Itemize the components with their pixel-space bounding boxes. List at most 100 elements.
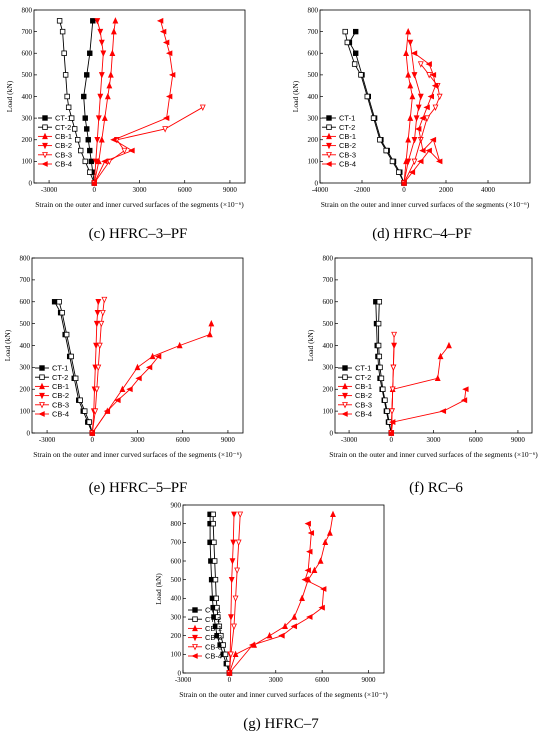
legend-marker [42,124,48,130]
data-point [98,39,105,47]
x-axis-label: Strain on the outer and inner curved sur… [321,200,530,209]
x-axis-label: Strain on the outer and inner curved sur… [179,690,388,699]
data-point [266,632,273,639]
panel-caption: (e) HFRC–5–PF [89,480,188,496]
data-point [383,147,389,154]
data-point [425,61,432,67]
data-point [215,614,221,620]
series-line [93,20,104,184]
data-point [322,538,329,546]
data-point [106,82,113,89]
data-point [220,642,226,648]
data-point [51,299,58,305]
x-tick-label: -2000 [354,186,371,194]
legend-marker [326,132,332,140]
data-point [344,39,350,46]
data-point [391,331,398,339]
data-point [351,61,358,67]
series-cb-4 [225,520,327,676]
legend-label: CT-2 [52,373,68,382]
data-point [417,158,424,165]
series-line [390,389,467,434]
x-tick-label: -3000 [41,186,58,194]
y-tick-label: 400 [171,595,182,603]
legend-marker [39,365,45,371]
data-point [110,136,117,143]
data-point [99,309,106,317]
data-point [403,49,410,56]
y-tick-label: 600 [171,557,182,565]
data-point [210,511,216,518]
data-point [232,595,239,602]
data-point [407,39,414,47]
data-point [222,651,229,658]
series-line [229,523,325,674]
series-line [93,106,204,184]
y-axis-label: Load (kN) [306,329,315,361]
data-point [149,352,156,360]
x-tick-label: 3000 [133,186,148,194]
data-point [208,319,215,327]
x-tick-label: 9000 [362,676,377,684]
data-point [434,374,441,382]
y-tick-label: 100 [22,158,33,166]
y-tick-label: 400 [22,93,33,101]
data-point [97,93,104,101]
data-point [84,72,90,78]
legend-marker [342,402,348,409]
data-point [93,342,99,350]
series-cb-4 [400,50,443,186]
data-point [409,92,416,100]
data-point [389,158,396,165]
data-point [213,595,219,602]
legend-marker [192,616,198,622]
legend-label: CB-3 [339,150,356,159]
data-point [419,147,426,154]
panel-caption: (c) HFRC–3–PF [89,226,188,242]
data-point [436,93,443,101]
data-point [415,104,422,111]
data-point [364,93,370,100]
data-point [415,126,422,132]
data-point [411,137,418,144]
data-point [100,50,107,57]
legend-label: CB-4 [55,160,72,169]
data-point [86,419,92,425]
data-point [291,613,298,620]
legend-label: CB-1 [52,382,69,391]
panel-caption: (f) RC–6 [409,480,463,496]
y-tick-label: 600 [323,298,334,306]
data-point [98,320,105,328]
series-line [403,42,422,184]
data-point [376,299,383,305]
y-tick-label: 600 [20,298,31,306]
legend-label: CB-2 [339,141,356,150]
y-tick-label: 100 [323,407,334,415]
x-tick-label: 0 [93,186,97,194]
y-tick-label: 300 [323,364,334,372]
data-point [405,27,412,35]
y-tick-label: 500 [171,576,182,584]
data-point [405,136,412,143]
y-tick-label: 200 [171,632,182,640]
y-tick-label: 200 [22,136,33,144]
y-tick-label: 200 [323,386,334,394]
y-tick-label: 0 [27,429,31,437]
data-point [317,557,324,564]
data-point [282,622,288,630]
legend-label: CB-2 [355,391,372,400]
data-point [63,331,70,338]
x-tick-label: 4000 [481,186,496,194]
data-point [59,309,65,316]
legend-marker [42,132,48,140]
series-cb-4 [88,353,162,436]
data-point [225,670,233,676]
legend-label: CB-3 [205,642,222,651]
x-tick-label: 6000 [469,436,484,444]
y-tick-label: 800 [308,6,319,14]
data-point [109,49,116,56]
legend-label: CB-1 [55,132,72,141]
data-point [411,72,418,79]
